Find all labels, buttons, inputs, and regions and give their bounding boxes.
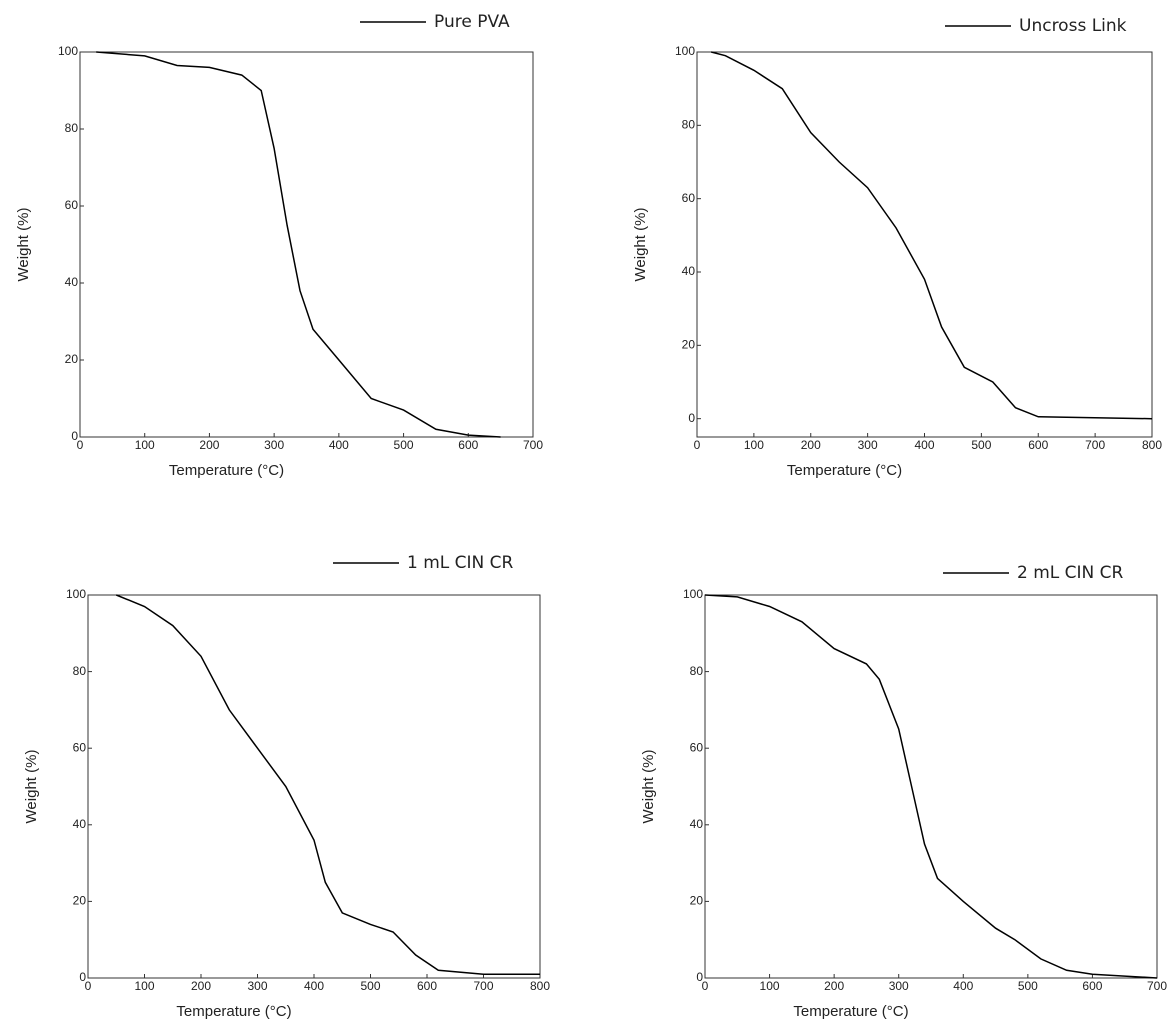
y-axis-title: Weight (%) (15, 208, 32, 282)
x-tick-label: 600 (1028, 438, 1048, 452)
y-tick-label: 20 (682, 338, 696, 352)
x-tick-label: 700 (523, 438, 543, 452)
y-tick-label: 80 (73, 664, 87, 678)
x-tick-label: 600 (1082, 979, 1102, 993)
x-tick-label: 200 (801, 438, 821, 452)
x-tick-label: 500 (1018, 979, 1038, 993)
legend-label: 2 mL CIN CR (1017, 563, 1124, 583)
legend-label: Uncross Link (1019, 16, 1127, 36)
y-tick-label: 40 (690, 817, 704, 831)
x-tick-label: 400 (914, 438, 934, 452)
y-axis-title: Weight (%) (640, 750, 657, 824)
x-tick-label: 100 (135, 438, 155, 452)
y-tick-label: 40 (73, 817, 87, 831)
y-tick-label: 20 (65, 352, 79, 366)
x-tick-label: 600 (458, 438, 478, 452)
y-tick-label: 40 (65, 275, 79, 289)
y-tick-label: 80 (65, 121, 79, 135)
x-axis-title: Temperature (°C) (787, 462, 902, 479)
x-tick-label: 500 (971, 438, 991, 452)
x-tick-label: 600 (417, 979, 437, 993)
x-tick-label: 200 (824, 979, 844, 993)
data-line (705, 595, 1157, 978)
x-tick-label: 400 (953, 979, 973, 993)
y-axis-title: Weight (%) (632, 208, 649, 282)
legend-label: Pure PVA (434, 12, 510, 32)
y-tick-label: 60 (73, 740, 87, 754)
figure: 0100200300400500600700020406080100Temper… (0, 0, 1172, 1023)
y-tick-label: 60 (690, 740, 704, 754)
y-tick-label: 0 (688, 411, 695, 425)
x-tick-label: 400 (304, 979, 324, 993)
y-axis-title: Weight (%) (23, 750, 40, 824)
x-tick-label: 300 (858, 438, 878, 452)
y-tick-label: 60 (65, 198, 79, 212)
y-tick-label: 60 (682, 191, 696, 205)
y-tick-label: 80 (690, 664, 704, 678)
y-tick-label: 100 (58, 44, 78, 58)
x-tick-label: 500 (360, 979, 380, 993)
x-tick-label: 100 (744, 438, 764, 452)
x-tick-label: 800 (530, 979, 550, 993)
plot-frame (88, 595, 540, 978)
y-tick-label: 20 (690, 894, 704, 908)
plot-frame (697, 52, 1152, 437)
x-tick-label: 300 (264, 438, 284, 452)
x-tick-label: 200 (191, 979, 211, 993)
x-tick-label: 300 (889, 979, 909, 993)
y-tick-label: 40 (682, 264, 696, 278)
x-axis-title: Temperature (°C) (793, 1003, 908, 1020)
legend-label: 1 mL CIN CR (407, 553, 514, 573)
y-tick-label: 100 (675, 44, 695, 58)
y-tick-label: 0 (696, 970, 703, 984)
data-line (116, 595, 540, 974)
y-tick-label: 80 (682, 118, 696, 132)
y-tick-label: 0 (79, 970, 86, 984)
x-tick-label: 200 (199, 438, 219, 452)
x-tick-label: 500 (394, 438, 414, 452)
data-line (711, 52, 1152, 419)
x-tick-label: 100 (760, 979, 780, 993)
x-tick-label: 100 (134, 979, 154, 993)
y-tick-label: 0 (71, 429, 78, 443)
x-tick-label: 700 (1085, 438, 1105, 452)
y-tick-label: 100 (66, 587, 86, 601)
x-tick-label: 800 (1142, 438, 1162, 452)
panel: 0 100 200 300 400 500 600 700 800 0 20 40 60 80 100 Tem… (632, 16, 1162, 479)
x-axis-title: Temperature (°C) (169, 462, 284, 479)
x-tick-label: 700 (1147, 979, 1167, 993)
x-axis-title: Temperature (°C) (176, 1003, 291, 1020)
x-tick-label: 700 (473, 979, 493, 993)
plot-frame (705, 595, 1157, 978)
x-tick-label: 0 (694, 438, 701, 452)
data-line (96, 52, 500, 437)
plot-frame (80, 52, 533, 437)
y-tick-label: 100 (683, 587, 703, 601)
y-tick-label: 20 (73, 894, 87, 908)
x-tick-label: 400 (329, 438, 349, 452)
x-tick-label: 300 (247, 979, 267, 993)
